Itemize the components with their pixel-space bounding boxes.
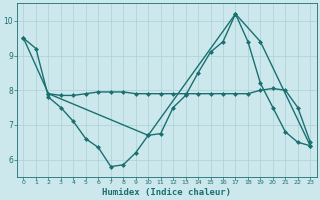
X-axis label: Humidex (Indice chaleur): Humidex (Indice chaleur) [102, 188, 231, 197]
